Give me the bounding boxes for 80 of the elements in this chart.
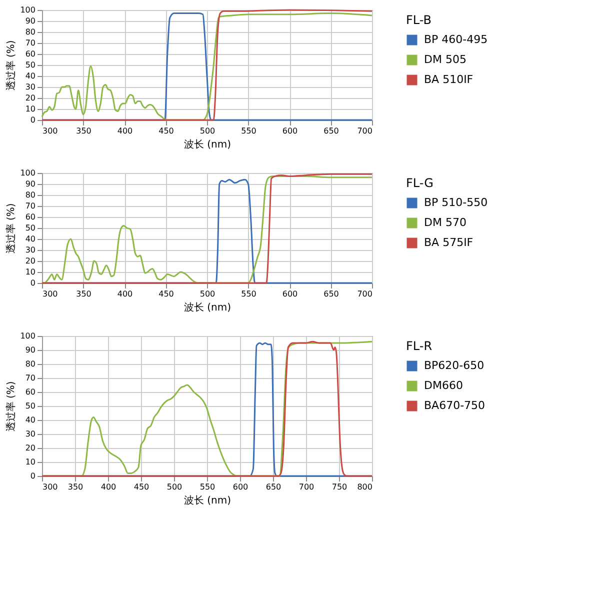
y-axis-title: 透过率 (%) [5, 40, 18, 91]
legend-label: BP 460-495 [424, 33, 488, 46]
y-tick-label: 50 [25, 60, 36, 70]
legend-label: DM 505 [424, 53, 466, 66]
x-tick-label: 500 [200, 290, 216, 298]
x-tick-label: 500 [166, 482, 182, 492]
y-tick-label: 100 [20, 168, 36, 178]
y-tick-label: 20 [25, 444, 36, 452]
y-tick-label: 20 [25, 94, 36, 102]
y-axis-title: 透过率 (%) [5, 203, 18, 254]
y-tick-label: 30 [25, 246, 36, 254]
y-tick-label: 40 [25, 72, 36, 80]
y-tick-label: 30 [25, 430, 36, 438]
x-tick-label: 450 [158, 126, 174, 136]
legend-label: BA 575IF [424, 236, 474, 249]
y-tick-label: 0 [30, 116, 36, 124]
y-tick-label: 70 [25, 202, 36, 210]
y-tick-label: 0 [30, 278, 36, 288]
x-tick-label: 600 [282, 290, 298, 298]
y-tick-label: 100 [20, 332, 36, 340]
x-tick-label: 400 [117, 126, 133, 136]
x-tick-label: 700 [357, 126, 372, 136]
legend-title: FL-G [406, 176, 434, 190]
y-tick-label: 0 [30, 472, 36, 480]
legend-label: DM 570 [424, 216, 466, 229]
legend-label: BA 510IF [424, 73, 474, 86]
y-tick-label: 50 [25, 224, 36, 232]
y-tick-label: 10 [25, 104, 36, 114]
x-tick-label: 750 [332, 482, 348, 492]
y-tick-label: 100 [20, 6, 36, 14]
x-tick-label: 300 [42, 290, 58, 298]
y-tick-label: 60 [25, 212, 36, 222]
x-axis-title: 波长 (nm) [184, 302, 232, 314]
y-tick-label: 80 [25, 190, 36, 200]
x-tick-label: 450 [158, 290, 174, 298]
x-tick-label: 400 [100, 482, 116, 492]
x-axis-title: 波长 (nm) [184, 138, 232, 150]
x-tick-label: 350 [76, 290, 92, 298]
x-tick-label: 550 [241, 290, 256, 298]
y-tick-label: 10 [25, 268, 36, 276]
legend-title: FL-R [406, 339, 432, 353]
y-axis-title: 透过率 (%) [5, 381, 18, 432]
x-tick-label: 700 [298, 482, 314, 492]
x-tick-label: 600 [232, 482, 248, 492]
y-tick-label: 90 [25, 16, 36, 26]
x-tick-label: 700 [357, 290, 372, 298]
x-tick-label: 350 [76, 126, 92, 136]
y-tick-label: 70 [25, 38, 36, 48]
y-tick-label: 80 [25, 28, 36, 36]
x-tick-label: 300 [42, 482, 58, 492]
y-tick-label: 30 [25, 82, 36, 92]
x-tick-label: 350 [68, 482, 84, 492]
y-tick-label: 40 [25, 234, 36, 244]
x-tick-label: 650 [266, 482, 282, 492]
legend-title: FL-B [406, 13, 432, 27]
y-tick-label: 40 [25, 416, 36, 424]
x-tick-label: 550 [241, 126, 256, 136]
y-tick-label: 80 [25, 360, 36, 368]
y-tick-label: 20 [25, 256, 36, 266]
y-tick-label: 50 [25, 402, 36, 410]
y-tick-label: 90 [25, 346, 36, 354]
y-tick-label: 10 [25, 458, 36, 466]
y-tick-label: 70 [25, 374, 36, 382]
x-tick-label: 650 [324, 290, 339, 298]
x-tick-label: 600 [282, 126, 298, 136]
x-tick-label: 500 [200, 126, 216, 136]
legend-label: DM660 [424, 379, 463, 392]
x-tick-label: 400 [117, 290, 133, 298]
legend-label: BA670-750 [424, 399, 486, 412]
x-axis-title: 波长 (nm) [184, 494, 232, 506]
y-tick-label: 60 [25, 50, 36, 58]
legend-label: BP620-650 [424, 359, 484, 372]
y-tick-label: 60 [25, 388, 36, 396]
y-tick-label: 90 [25, 180, 36, 188]
x-tick-label: 800 [357, 482, 372, 492]
x-tick-label: 550 [200, 482, 216, 492]
x-tick-label: 450 [134, 482, 150, 492]
x-tick-label: 300 [42, 126, 58, 136]
x-tick-label: 650 [324, 126, 339, 136]
legend-label: BP 510-550 [424, 196, 488, 209]
